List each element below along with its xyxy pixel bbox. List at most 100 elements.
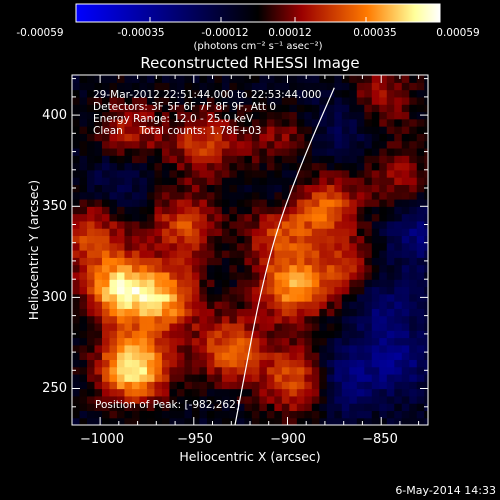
heatmap-cell	[274, 184, 283, 193]
heatmap-cell	[146, 395, 156, 404]
heatmap-cell	[364, 344, 373, 353]
heatmap-cell	[311, 213, 320, 222]
heatmap-cell	[124, 279, 133, 288]
heatmap-cell	[131, 75, 141, 83]
heatmap-cell	[154, 359, 163, 368]
heatmap-cell	[289, 147, 298, 156]
heatmap-cell	[94, 126, 103, 134]
heatmap-cell	[394, 344, 403, 353]
heatmap-cell	[139, 279, 148, 288]
heatmap-cell	[319, 279, 328, 288]
heatmap-cell	[334, 235, 343, 244]
heatmap-cell	[169, 228, 178, 237]
heatmap-cell	[191, 169, 201, 178]
heatmap-cell	[311, 388, 320, 397]
heatmap-cell	[274, 264, 283, 273]
heatmap-cell	[311, 162, 320, 171]
heatmap-cell	[296, 366, 305, 375]
heatmap-cell	[206, 206, 215, 215]
heatmap-cell	[139, 133, 148, 142]
heatmap-cell	[251, 220, 260, 229]
heatmap-cell	[109, 140, 118, 149]
heatmap-cell	[139, 242, 148, 251]
heatmap-cell	[341, 417, 350, 425]
heatmap-cell	[139, 417, 148, 425]
heatmap-cell	[79, 417, 88, 425]
heatmap-cell	[72, 147, 81, 156]
heatmap-cell	[199, 388, 208, 397]
heatmap-cell	[86, 82, 96, 91]
heatmap-cell	[356, 388, 365, 397]
heatmap-cell	[334, 118, 343, 127]
heatmap-cell	[371, 359, 380, 368]
heatmap-cell	[379, 235, 388, 244]
heatmap-cell	[154, 242, 163, 251]
heatmap-cell	[394, 337, 403, 346]
heatmap-cell	[311, 96, 320, 105]
heatmap-cell	[371, 140, 380, 149]
heatmap-cell	[94, 344, 103, 353]
heatmap-cell	[424, 264, 428, 273]
heatmap-cell	[401, 89, 410, 98]
heatmap-cell	[394, 271, 403, 280]
heatmap-cell	[281, 104, 290, 113]
heatmap-cell	[206, 191, 215, 200]
heatmap-cell	[236, 271, 245, 280]
heatmap-cell	[206, 257, 215, 266]
heatmap-cell	[274, 177, 283, 185]
heatmap-cell	[349, 410, 358, 419]
heatmap-cell	[199, 96, 208, 105]
heatmap-cell	[386, 359, 395, 368]
heatmap-cell	[364, 228, 373, 237]
heatmap-cell	[289, 169, 298, 178]
heatmap-cell	[259, 228, 268, 237]
heatmap-cell	[274, 315, 283, 324]
heatmap-cell	[206, 162, 215, 171]
heatmap-cell	[364, 169, 373, 178]
heatmap-cell	[206, 213, 215, 222]
heatmap-cell	[139, 366, 148, 375]
heatmap-cell	[274, 322, 283, 331]
heatmap-cell	[311, 206, 320, 215]
heatmap-cell	[281, 191, 290, 200]
heatmap-cell	[296, 308, 305, 317]
heatmap-cell	[364, 388, 373, 397]
heatmap-cell	[401, 344, 410, 353]
heatmap-cell	[356, 96, 365, 105]
heatmap-cell	[131, 417, 141, 425]
heatmap-cell	[356, 242, 365, 251]
heatmap-cell	[266, 257, 275, 266]
heatmap-cell	[364, 184, 373, 193]
heatmap-cell	[199, 352, 208, 360]
heatmap-cell	[281, 242, 290, 251]
heatmap-cell	[109, 264, 118, 273]
heatmap-cell	[184, 286, 193, 295]
heatmap-cell	[311, 177, 320, 185]
heatmap-cell	[109, 301, 118, 309]
heatmap-cell	[206, 264, 215, 273]
heatmap-cell	[319, 250, 328, 258]
heatmap-cell	[86, 315, 96, 324]
heatmap-cell	[371, 373, 380, 382]
heatmap-cell	[86, 286, 96, 295]
heatmap-cell	[326, 198, 335, 207]
heatmap-cell	[416, 250, 425, 258]
heatmap-cell	[199, 293, 208, 302]
heatmap-cell	[184, 213, 193, 222]
heatmap-cell	[424, 133, 428, 142]
heatmap-cell	[154, 169, 163, 178]
heatmap-cell	[401, 198, 410, 207]
heatmap-cell	[109, 359, 118, 368]
heatmap-cell	[356, 279, 365, 288]
heatmap-cell	[341, 257, 350, 266]
heatmap-cell	[206, 228, 215, 237]
heatmap-cell	[304, 373, 313, 382]
heatmap-cell	[229, 140, 238, 149]
heatmap-cell	[169, 264, 178, 273]
heatmap-cell	[379, 330, 388, 339]
heatmap-cell	[199, 301, 208, 309]
heatmap-cell	[146, 279, 156, 288]
heatmap-cell	[154, 344, 163, 353]
heatmap-cell	[409, 104, 418, 113]
heatmap-cell	[154, 381, 163, 390]
